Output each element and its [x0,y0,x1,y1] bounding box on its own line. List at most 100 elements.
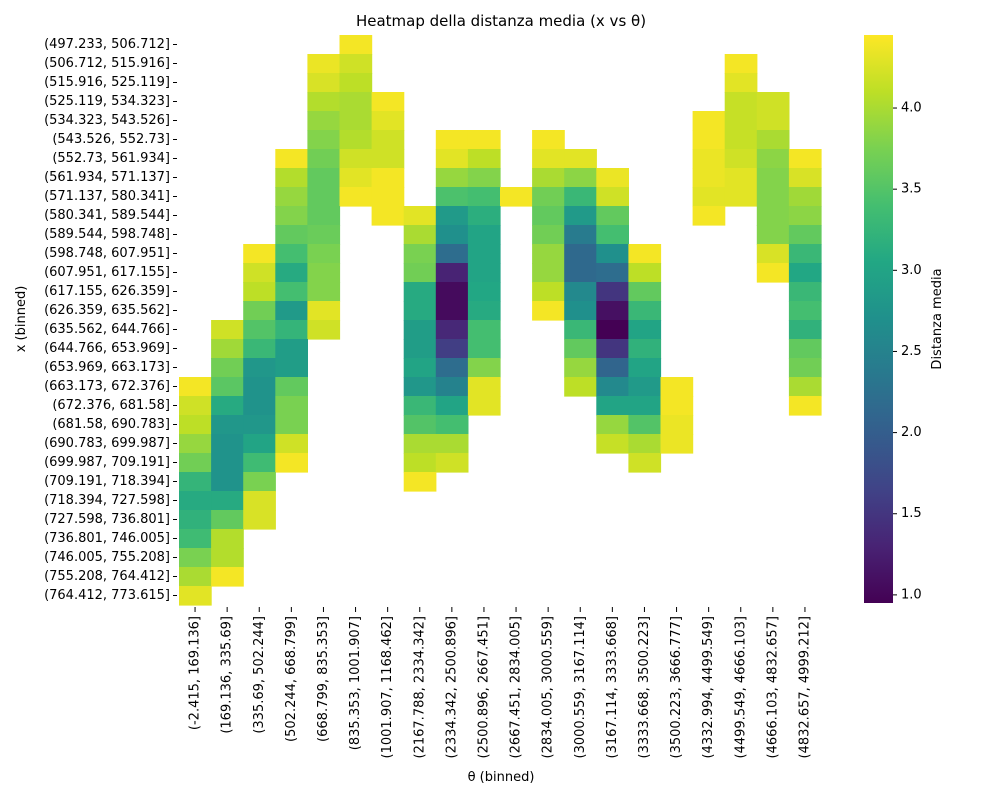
x-tick-label: (2167.788, 2334.342] [412,616,427,758]
y-tick-label: (497.233, 506.712] [44,37,170,52]
y-tick-label: (635.562, 644.766] [44,322,170,337]
heatmap-cell [243,415,276,435]
heatmap-cell [435,358,469,378]
heatmap-cell [756,263,790,283]
heatmap-cell [724,149,758,169]
heatmap-cell [724,111,758,131]
heatmap-cell [275,301,308,321]
heatmap-cell [564,225,597,245]
heatmap-cell [179,396,212,416]
y-tick-label: (561.934, 571.137] [44,170,170,185]
heatmap-cell [692,187,726,207]
heatmap-cell [628,377,662,397]
y-tick-label: (653.969, 663.173] [44,360,170,375]
heatmap-cell [564,339,597,359]
heatmap-cell [339,130,373,150]
x-tick-label: (2500.896, 2667.451] [476,616,491,758]
heatmap-cell [564,263,597,283]
heatmap-cell [564,149,597,169]
heatmap-cell [724,168,758,188]
heatmap-cell [243,263,276,283]
heatmap-cell [756,206,790,226]
heatmap-cell [628,415,662,435]
heatmap-cell [532,263,565,283]
x-tick-label: (169.136, 335.69] [220,616,235,734]
heatmap-cell [756,225,790,245]
heatmap-cell [243,339,276,359]
colorbar [864,35,893,603]
heatmap-cell [628,453,662,473]
y-tick-label: (607.951, 617.155] [44,265,170,280]
heatmap-cell [339,187,373,207]
heatmap-cell [371,168,405,188]
heatmap-cell [211,396,244,416]
heatmap-cell [403,244,437,264]
x-tick-label: (3500.223, 3666.777] [669,616,684,758]
heatmap-cell [467,377,501,397]
heatmap-cell [788,168,822,188]
x-tick-label: (-2.415, 169.136] [188,616,203,730]
heatmap-cell [435,453,469,473]
x-tick-label: (4832.657, 4999.212] [798,616,813,758]
colorbar-tick-label: 1.5 [901,506,922,521]
heatmap-cell [596,396,629,416]
heatmap-cell [307,187,341,207]
heatmap-cell [724,187,758,207]
heatmap-cell [275,187,308,207]
heatmap-cell [211,453,244,473]
heatmap-cell [564,187,597,207]
heatmap-cell [403,206,437,226]
heatmap-cell [532,301,565,321]
heatmap-cell [756,111,790,131]
heatmap-cell [532,187,565,207]
y-tick-label: (690.783, 699.987] [44,436,170,451]
x-tick-label: (3167.114, 3333.668] [605,616,620,758]
heatmap-cell [307,54,341,74]
x-tick-label: (4499.549, 4666.103] [733,616,748,758]
heatmap-cell [339,168,373,188]
y-tick-label: (626.359, 635.562] [44,303,170,318]
heatmap-cell [628,396,662,416]
heatmap-cell [403,339,437,359]
heatmap-cell [275,453,308,473]
heatmap-cell [339,92,373,112]
y-tick-label: (617.155, 626.359] [44,284,170,299]
heatmap-cell [596,263,629,283]
heatmap-cell [435,206,469,226]
y-tick-label: (718.394, 727.598] [44,493,170,508]
heatmap-cell [275,282,308,302]
x-tick-label: (3000.559, 3167.114] [573,616,588,758]
heatmap-cell [243,434,276,454]
heatmap-cell [788,225,822,245]
y-tick-label: (746.005, 755.208] [44,550,170,565]
heatmap-cell [307,282,341,302]
heatmap-cell [596,168,629,188]
heatmap-cell [403,415,437,435]
heatmap-cell [275,225,308,245]
x-tick-label: (2667.451, 2834.005] [509,616,524,758]
heatmap-cell [371,206,405,226]
y-tick-label: (663.173, 672.376] [44,379,170,394]
y-tick-label: (672.376, 681.58] [52,398,170,413]
heatmap-cell [179,377,212,397]
heatmap-cell [243,377,276,397]
colorbar-tick-label: 2.5 [901,344,922,359]
heatmap-cell [724,54,758,74]
colorbar-tick-label: 3.5 [901,182,922,197]
x-axis-ticks: (-2.415, 169.136] (169.136, 335.69] (335.6… [188,607,813,758]
heatmap-cell [564,320,597,340]
heatmap-cell [275,320,308,340]
heatmap-cell [788,396,822,416]
heatmap-cell [243,358,276,378]
heatmap-cell [211,377,244,397]
colorbar-tick-label: 4.0 [901,101,922,116]
heatmap-cell [435,339,469,359]
heatmap-cell [307,263,341,283]
y-tick-label: (525.119, 534.323] [44,94,170,109]
heatmap-cell [307,301,341,321]
heatmap-cell [467,320,501,340]
heatmap-cell [243,453,276,473]
heatmap-cell [371,130,405,150]
heatmap-cell [243,491,276,511]
colorbar-tick-label: 1.0 [901,587,922,602]
